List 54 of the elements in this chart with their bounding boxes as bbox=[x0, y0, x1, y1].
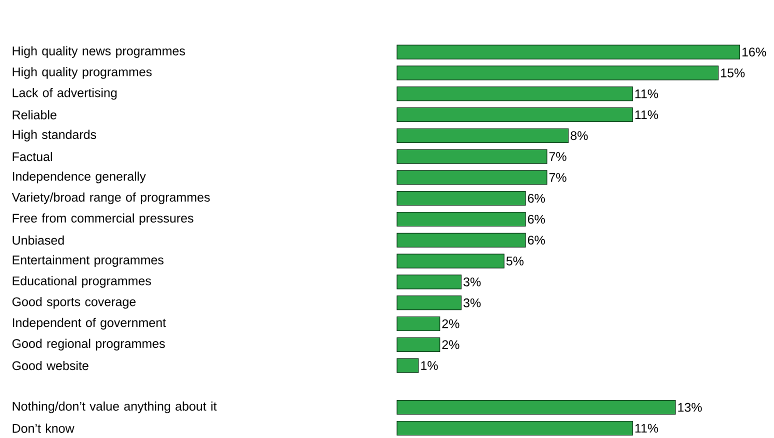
bar bbox=[396, 296, 462, 310]
data-label: 15% bbox=[721, 68, 745, 78]
data-label: 3% bbox=[464, 298, 481, 308]
y-tick-label: Educational programmes bbox=[12, 276, 151, 288]
y-tick-label: High quality programmes bbox=[12, 67, 152, 79]
data-label: 7% bbox=[549, 173, 566, 182]
bar bbox=[396, 149, 548, 164]
data-label: 6% bbox=[528, 236, 545, 245]
y-tick-label: Good sports coverage bbox=[12, 297, 136, 309]
data-label: 11% bbox=[635, 110, 658, 120]
bar bbox=[396, 400, 676, 415]
data-label: 13% bbox=[678, 402, 702, 412]
bar bbox=[396, 44, 740, 60]
data-label: 7% bbox=[549, 152, 566, 161]
bar bbox=[396, 232, 526, 248]
data-label: 16% bbox=[742, 48, 766, 56]
y-tick-label: Unbiased bbox=[12, 236, 64, 245]
y-tick-label: High quality news programmes bbox=[12, 46, 185, 58]
y-tick-label: Good website bbox=[12, 360, 88, 370]
bar bbox=[396, 128, 569, 143]
y-tick-label: Free from commercial pressures bbox=[12, 213, 194, 226]
bar bbox=[396, 66, 719, 80]
bar bbox=[396, 337, 440, 352]
bar bbox=[396, 274, 462, 290]
data-label: 3% bbox=[464, 278, 481, 286]
y-tick-label: Independence generally bbox=[12, 172, 146, 184]
y-tick-label: Lack of advertising bbox=[12, 88, 117, 100]
y-tick-label: Reliable bbox=[12, 110, 56, 120]
data-label: 2% bbox=[442, 319, 460, 328]
data-label: 11% bbox=[635, 89, 658, 98]
y-tick-label: Entertainment programmes bbox=[12, 255, 164, 267]
data-label: 6% bbox=[528, 194, 545, 203]
y-tick-label: Don’t know bbox=[12, 424, 74, 433]
y-tick-label: Variety/broad range of programmes bbox=[12, 192, 210, 204]
bar bbox=[396, 86, 633, 102]
y-tick-label: Good regional programmes bbox=[12, 338, 165, 350]
bar bbox=[396, 170, 548, 185]
data-label: 11% bbox=[635, 424, 658, 433]
data-label: 1% bbox=[421, 361, 438, 370]
bar bbox=[396, 254, 504, 268]
data-label: 8% bbox=[570, 131, 588, 140]
bar bbox=[396, 191, 526, 206]
data-label: 5% bbox=[506, 256, 524, 266]
y-tick-label: Nothing/don’t value anything about it bbox=[12, 402, 217, 414]
bar bbox=[396, 212, 526, 227]
y-tick-label: Independent of government bbox=[12, 318, 166, 330]
y-tick-label: Factual bbox=[12, 152, 52, 162]
bar bbox=[396, 358, 419, 373]
data-label: 6% bbox=[528, 214, 545, 224]
bar bbox=[396, 107, 633, 122]
data-label: 2% bbox=[442, 340, 460, 350]
bar bbox=[396, 420, 633, 436]
bar bbox=[396, 316, 440, 332]
y-tick-label: High standards bbox=[12, 130, 96, 142]
